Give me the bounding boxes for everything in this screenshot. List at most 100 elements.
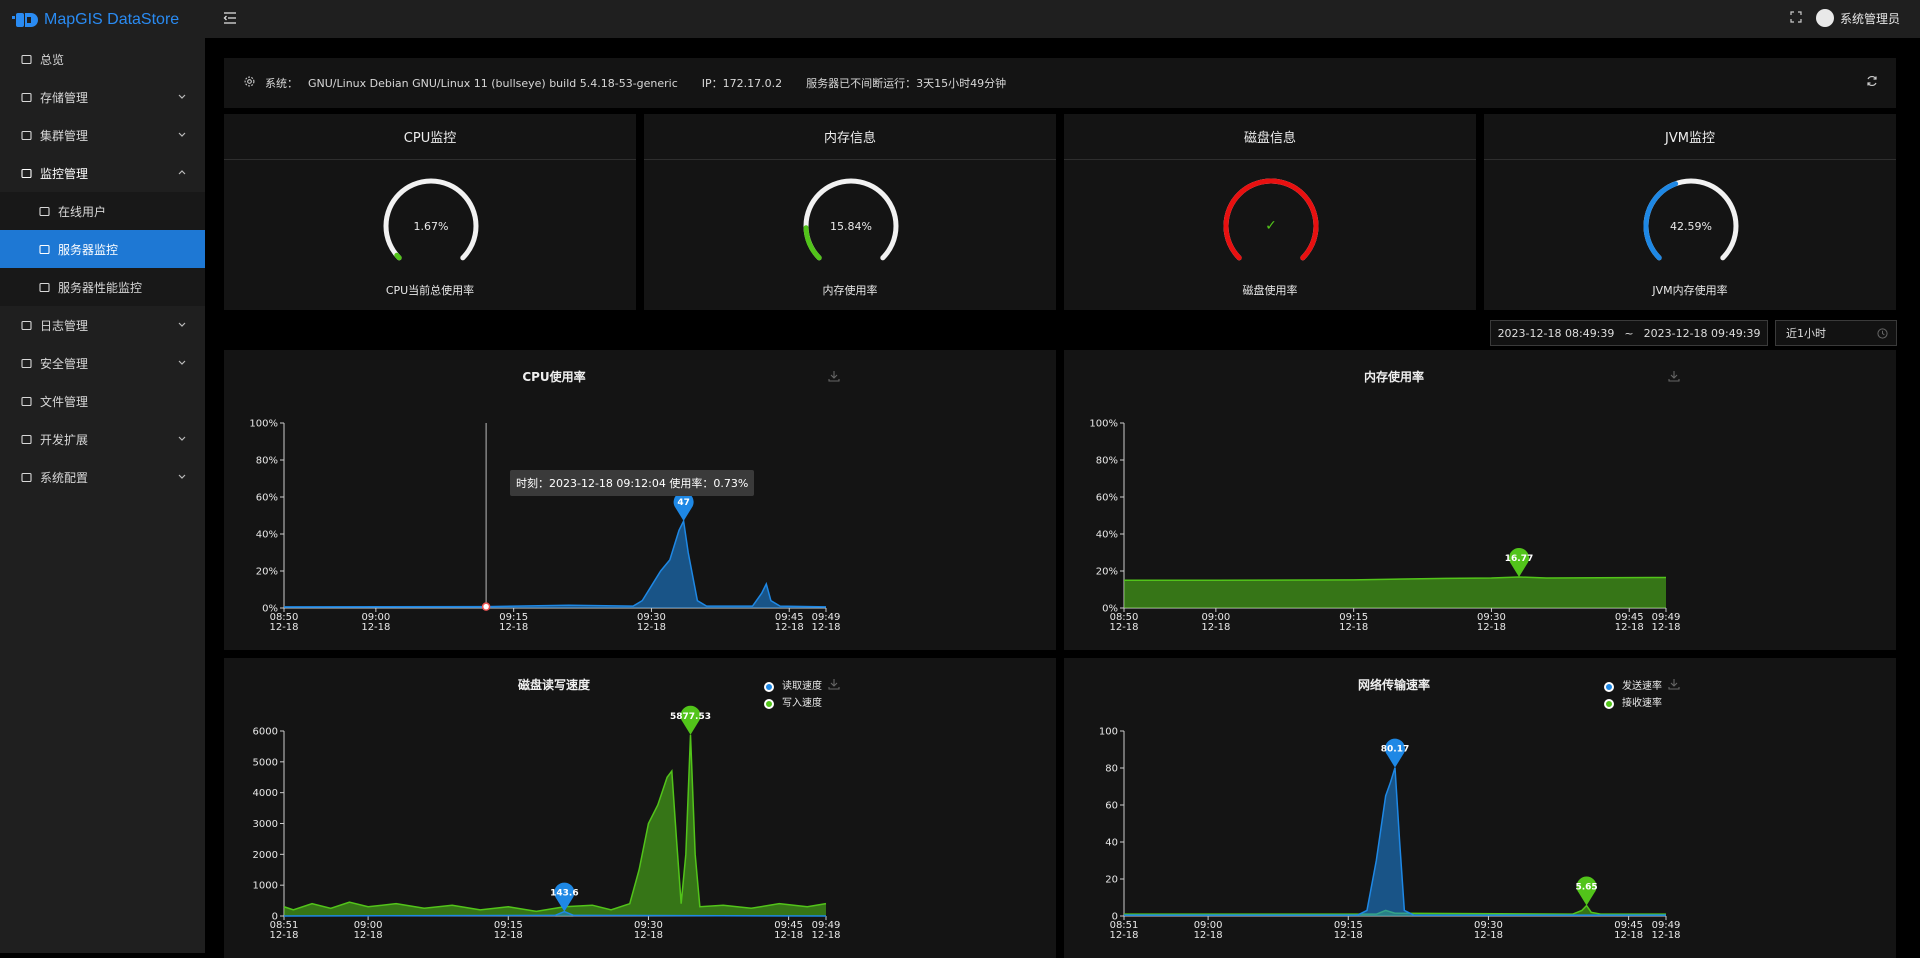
sidebar-item-storage[interactable]: 存储管理 xyxy=(0,78,205,116)
x-tick-label: 12-18 xyxy=(634,930,663,941)
sidebar-item-performance[interactable]: 服务器性能监控 xyxy=(0,268,205,306)
x-tick-label: 09:00 xyxy=(1194,920,1223,931)
x-tick-label: 12-18 xyxy=(1474,930,1503,941)
chevron-up-icon xyxy=(177,166,189,178)
chevron-down-icon xyxy=(177,128,189,140)
fullscreen-icon[interactable] xyxy=(1790,10,1802,26)
gauge-title: JVM监控 xyxy=(1484,114,1896,160)
y-tick-label: 5000 xyxy=(253,757,278,768)
chart-legend: 读取速度 写入速度 xyxy=(764,678,822,712)
x-tick-label: 09:15 xyxy=(1339,612,1368,623)
y-tick-label: 100% xyxy=(249,419,278,430)
x-tick-label: 09:49 xyxy=(1652,612,1681,623)
chart-title: CPU使用率 xyxy=(522,370,586,384)
x-tick-label: 12-18 xyxy=(637,622,666,633)
y-tick-label: 20% xyxy=(1096,567,1118,578)
monitor-icon xyxy=(20,167,32,179)
x-tick-label: 09:00 xyxy=(354,920,383,931)
memory-usage-chart: 0% 20% 40% 60% 80% 100% 08:50 12-18 09:00 12-18 09… xyxy=(1064,350,1896,650)
legend-write-label: 写入速度 xyxy=(782,698,822,709)
mapgis-logo-icon xyxy=(12,12,38,28)
sidebar-item-gear[interactable]: 系统配置 xyxy=(0,458,205,496)
extension-icon xyxy=(20,433,32,445)
refresh-icon[interactable] xyxy=(1866,75,1878,90)
gauge-value: 15.84% xyxy=(830,220,872,233)
time-range-select[interactable]: 近1小时 xyxy=(1775,320,1897,346)
x-tick-label: 09:45 xyxy=(775,612,804,623)
series-area xyxy=(1124,576,1666,608)
link-icon xyxy=(38,205,50,217)
y-tick-label: 1000 xyxy=(253,881,278,892)
os-info: GNU/Linux Debian GNU/Linux 11 (bullseye)… xyxy=(308,76,678,90)
download-icon[interactable] xyxy=(828,370,840,385)
x-tick-label: 08:51 xyxy=(1110,920,1139,931)
x-tick-label: 08:51 xyxy=(270,920,299,931)
y-tick-label: 100 xyxy=(1099,727,1118,738)
gauge-value: 42.59% xyxy=(1670,220,1712,233)
sidebar-item-dashboard[interactable]: 总览 xyxy=(0,40,205,78)
sidebar-item-shield[interactable]: 安全管理 xyxy=(0,344,205,382)
download-icon[interactable] xyxy=(1668,370,1680,385)
sidebar-item-monitor[interactable]: 监控管理 xyxy=(0,154,205,192)
server-icon xyxy=(38,243,50,255)
sidebar-item-cluster[interactable]: 集群管理 xyxy=(0,116,205,154)
sidebar-item-extension[interactable]: 开发扩展 xyxy=(0,420,205,458)
gauge-label: 内存使用率 xyxy=(822,284,878,297)
menu-toggle-icon[interactable] xyxy=(223,11,237,28)
gear-icon xyxy=(20,471,32,483)
settings-icon xyxy=(244,76,255,90)
sidebar-item-file[interactable]: 文件管理 xyxy=(0,382,205,420)
mark-label: 5877.53 xyxy=(670,712,711,722)
mark-point: 16.77 xyxy=(1505,547,1533,577)
user-menu[interactable]: 系统管理员 xyxy=(1815,9,1900,27)
gauge-fill xyxy=(803,225,822,261)
gauge-label: 磁盘使用率 xyxy=(1242,284,1298,297)
sidebar-item-label: 总览 xyxy=(40,52,65,67)
x-tick-label: 09:30 xyxy=(1474,920,1503,931)
gauge-fill xyxy=(1643,181,1679,261)
x-tick-label: 12-18 xyxy=(1651,622,1680,633)
y-tick-label: 20% xyxy=(256,567,278,578)
sidebar-item-log[interactable]: 日志管理 xyxy=(0,306,205,344)
sidebar-item-server[interactable]: 服务器监控 xyxy=(0,230,205,268)
legend-item[interactable]: 发送速率 xyxy=(1604,678,1662,695)
clock-icon xyxy=(1877,328,1888,342)
range-start: 2023-12-18 08:49:39 xyxy=(1497,326,1615,340)
x-tick-label: 09:45 xyxy=(1615,612,1644,623)
cluster-icon xyxy=(20,129,32,141)
system-info-bar: 系统： GNU/Linux Debian GNU/Linux 11 (bulls… xyxy=(224,58,1896,108)
x-tick-label: 09:49 xyxy=(1652,920,1681,931)
x-tick-label: 09:00 xyxy=(1201,612,1230,623)
mark-pin xyxy=(680,705,701,735)
plot-area: 0%20%40%60%80%100%08:5012-1809:0012-1809… xyxy=(1089,419,1680,634)
download-icon[interactable] xyxy=(828,678,840,693)
sidebar-item-link[interactable]: 在线用户 xyxy=(0,192,205,230)
download-icon[interactable] xyxy=(1668,678,1680,693)
y-tick-label: 0 xyxy=(272,912,278,923)
range-end: 2023-12-18 09:49:39 xyxy=(1643,326,1761,340)
sidebar-item-label: 开发扩展 xyxy=(40,432,89,447)
date-range-picker[interactable]: 2023-12-18 08:49:39 ~ 2023-12-18 09:49:3… xyxy=(1490,320,1768,346)
app-logo[interactable]: MapGIS DataStore xyxy=(0,0,205,40)
sidebar-item-label: 监控管理 xyxy=(40,166,89,181)
y-tick-label: 40 xyxy=(1105,838,1118,849)
ip-info: IP：172.17.0.2 xyxy=(701,77,783,90)
y-tick-label: 40% xyxy=(1096,530,1118,541)
uptime-info: 服务器已不间断运行：3天15小时49分钟 xyxy=(806,77,1007,90)
series-line xyxy=(283,734,827,913)
legend-item[interactable]: 接收速率 xyxy=(1604,695,1662,712)
legend-item[interactable]: 写入速度 xyxy=(764,695,822,712)
y-tick-label: 20 xyxy=(1105,875,1118,886)
mark-pin xyxy=(673,492,694,522)
legend-read-label: 读取速度 xyxy=(782,681,822,692)
x-tick-label: 08:50 xyxy=(1110,612,1139,623)
sidebar-item-label: 存储管理 xyxy=(40,90,89,105)
legend-item[interactable]: 读取速度 xyxy=(764,678,822,695)
gauge-fill xyxy=(394,252,402,261)
submenu-monitor: 在线用户 服务器监控 服务器性能监控 xyxy=(0,192,205,306)
gauge-label: CPU当前总使用率 xyxy=(385,284,475,297)
chart-tooltip: 时刻：2023-12-18 09:12:04 使用率：0.73% xyxy=(510,470,755,496)
gauge-card: CPU监控 CPU当前总使用率 1.67% xyxy=(224,114,636,310)
x-tick-label: 09:49 xyxy=(812,920,841,931)
x-tick-label: 12-18 xyxy=(269,930,298,941)
